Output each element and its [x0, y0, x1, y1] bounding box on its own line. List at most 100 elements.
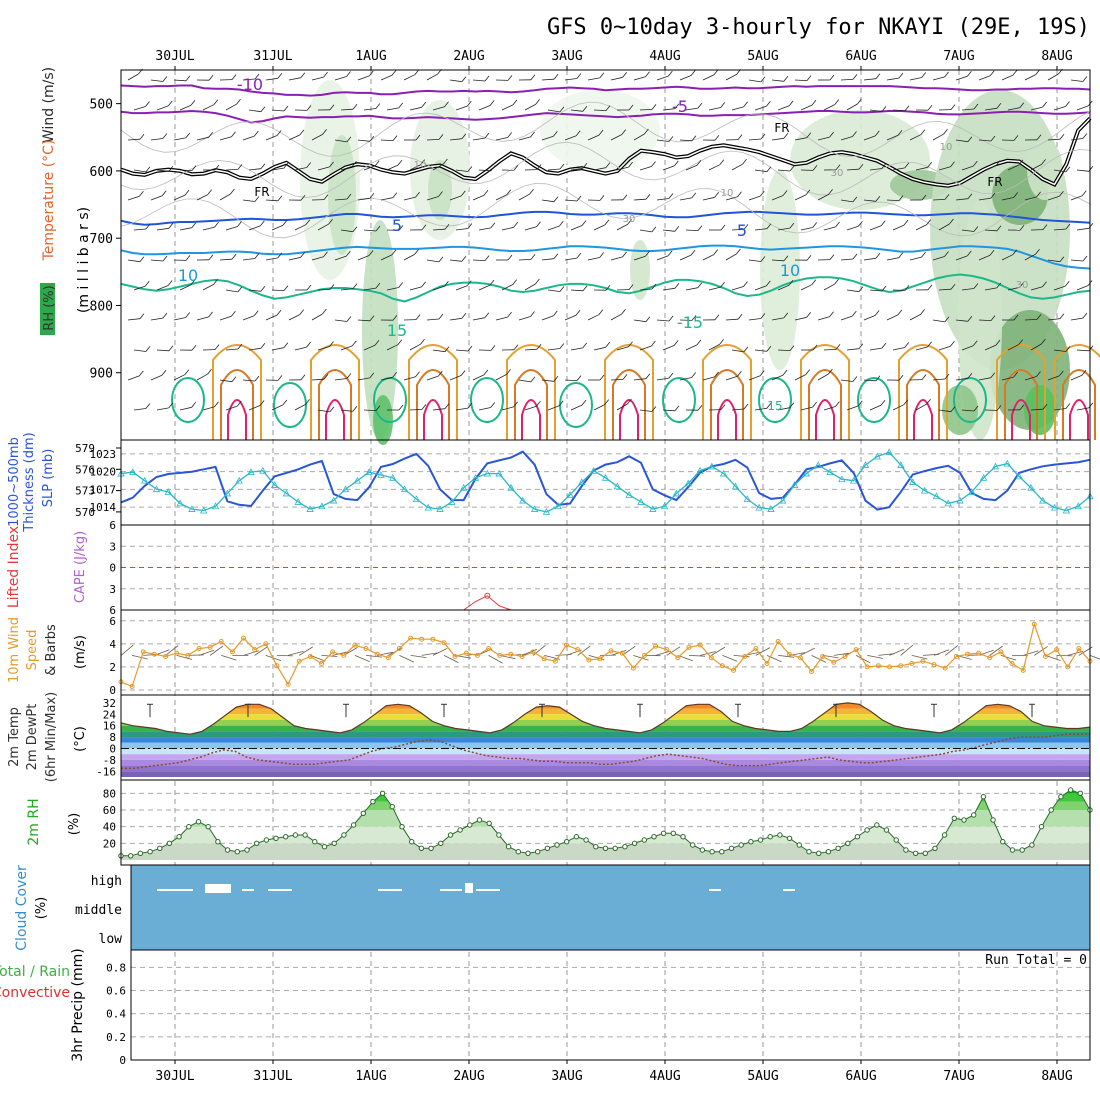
- cloud-level-label: high: [91, 874, 122, 889]
- wind-speed-point: [686, 644, 692, 650]
- wind-barb-flag: [691, 372, 697, 378]
- wind-barb-flag: [874, 130, 880, 137]
- wind-barb: [771, 374, 784, 381]
- wind-barb-flag: [766, 166, 772, 172]
- wind-barb-flag: [1065, 101, 1070, 107]
- wind-barb: [173, 374, 185, 381]
- wind-barb: [225, 226, 238, 231]
- wind-barb: [409, 164, 421, 171]
- temp-axis-units: (°C): [73, 726, 88, 752]
- wind-barb: [127, 138, 141, 141]
- rh-point: [1038, 824, 1045, 830]
- wind-barb: [294, 346, 307, 351]
- wind-barb-flag: [145, 101, 150, 107]
- wind-barb: [978, 377, 991, 381]
- wind-barb-flag: [828, 368, 833, 375]
- wind-barb: [593, 346, 606, 351]
- wind-barb: [242, 199, 255, 202]
- wind-barb-flag: [444, 346, 450, 352]
- wind-barb-flag: [438, 191, 443, 197]
- wind-barb: [541, 78, 555, 81]
- wind-barb-flag: [461, 76, 467, 82]
- wind-barb-flag: [1059, 133, 1065, 140]
- wind-speed-point: [820, 654, 826, 659]
- rh-point: [816, 850, 822, 856]
- y-tick-label: 500: [90, 98, 113, 113]
- wind-barb: [196, 136, 209, 141]
- warm-isotherm-loop: [1054, 344, 1100, 440]
- temp-tick-label: 32: [103, 697, 116, 710]
- wind-barb: [311, 134, 323, 141]
- wind-barb-flag: [208, 311, 213, 318]
- wind-barb-flag: [576, 73, 582, 79]
- wind-speed-point: [497, 652, 503, 658]
- wind-barb: [1007, 107, 1020, 111]
- isotherm-loop: [662, 377, 696, 423]
- rh-point: [166, 840, 173, 846]
- wind-barb: [332, 651, 349, 656]
- thickness-point: [188, 505, 196, 512]
- wind-barb: [426, 73, 438, 81]
- wind-barb-flag: [420, 338, 425, 345]
- x-tick-label-top: 1AUG: [355, 49, 386, 64]
- wind-barb: [179, 406, 192, 411]
- wind-barb-flag: [852, 131, 857, 137]
- precip-axis-title: 3hr Precip (mm): [70, 948, 86, 1061]
- wind-barb-flag: [322, 308, 327, 315]
- wind-barb: [863, 315, 876, 321]
- wind-barb-flag: [536, 164, 542, 170]
- wind-barb: [748, 138, 762, 141]
- temp-color-band: [121, 742, 1090, 749]
- wind-barb: [150, 317, 163, 321]
- wind-barb-flag: [714, 192, 720, 198]
- wind-barb: [265, 135, 278, 141]
- wind-barb-flag: [236, 400, 242, 407]
- wind-barb-flag: [967, 71, 972, 77]
- wind-barb-flag: [513, 164, 519, 171]
- wind-barb-flag: [582, 342, 588, 349]
- contour-label: 30: [1016, 280, 1029, 291]
- rh-point: [874, 822, 880, 828]
- wind-barb: [127, 195, 140, 201]
- wind-barb: [357, 377, 370, 381]
- wind-barb-flag: [644, 128, 649, 135]
- contour-label: -10: [237, 75, 263, 94]
- wind-barb: [656, 198, 669, 201]
- wind-barb-flag: [835, 344, 841, 350]
- contour-label: 30: [623, 214, 636, 225]
- wind-barb-flag: [490, 165, 496, 172]
- rh-point: [631, 840, 638, 846]
- wind-barb-flag: [743, 281, 748, 287]
- wind10-axis-title-2: Speed: [25, 630, 40, 671]
- wind-barb-flag: [598, 309, 604, 315]
- wind-barb: [679, 139, 693, 142]
- wind-barb-flag: [254, 196, 260, 202]
- wind-barb: [777, 169, 791, 172]
- wind-barb-flag: [346, 373, 352, 379]
- wind-barb-flag: [944, 71, 949, 78]
- wind-barb-flag: [627, 398, 632, 405]
- wind-barb-flag: [903, 399, 909, 405]
- wind-barb-flag: [651, 104, 657, 110]
- wind-barb: [800, 284, 812, 291]
- wind-barb: [219, 193, 231, 201]
- rh-point: [234, 849, 241, 855]
- wind-barb-flag: [782, 190, 788, 196]
- rh-point: [699, 847, 706, 853]
- wind-barb-flag: [789, 402, 795, 408]
- wind-barb: [840, 199, 853, 203]
- wind-speed-point: [608, 648, 614, 654]
- wind-barb-flag: [857, 400, 863, 407]
- wind-barb-flag: [207, 368, 212, 375]
- wind-barb: [219, 258, 233, 261]
- isotherm-line: [120, 273, 1091, 303]
- wind-barb: [1023, 650, 1039, 656]
- thickness-point: [613, 482, 621, 490]
- contour-label: 10: [414, 160, 427, 171]
- wind-barb-flag: [329, 161, 334, 168]
- wind-barb-flag: [1082, 312, 1088, 319]
- wind-barb-flag: [185, 255, 191, 261]
- wind-barb: [340, 345, 353, 351]
- wind-speed-point: [196, 646, 202, 651]
- wind-speed-point: [853, 647, 859, 653]
